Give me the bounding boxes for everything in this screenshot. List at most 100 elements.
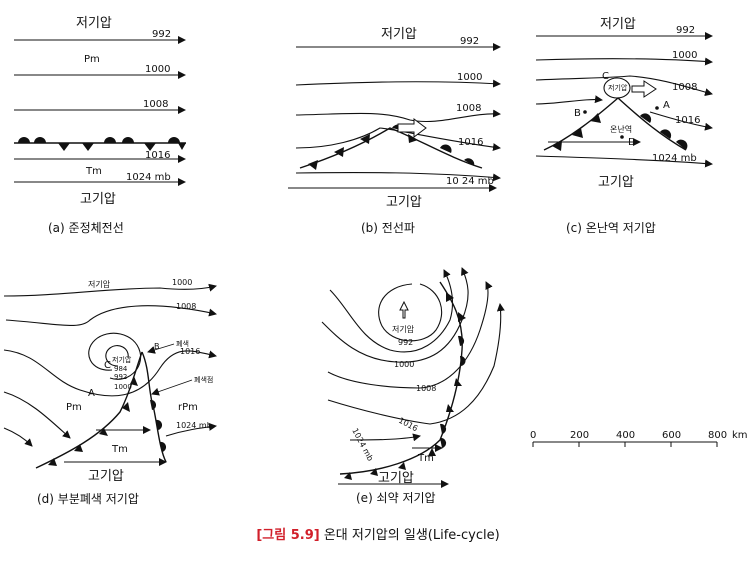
panel-b-cold-front-triangles bbox=[308, 134, 370, 170]
panel-e-occluded-front bbox=[339, 281, 463, 475]
panel-d-iso-label: 1000 bbox=[172, 278, 192, 287]
panel-c-iso-label: 1008 bbox=[672, 82, 697, 93]
panel-d-isobar-1008 bbox=[5, 305, 217, 327]
panel-b-movement-arrow bbox=[397, 118, 427, 138]
panel-c-center-label: 저기압 bbox=[608, 83, 628, 92]
panel-d-isobar-1024 bbox=[165, 422, 217, 437]
panel-e-iso-label: 1016 bbox=[397, 416, 419, 434]
panel-a-warm-front-semicircles bbox=[18, 137, 180, 143]
panel-e-spiral-contour bbox=[378, 283, 443, 342]
panel-c-point-b-dot bbox=[583, 110, 587, 114]
panel-a-air-pm: Pm bbox=[84, 54, 100, 65]
panel-b-iso-label: 1000 bbox=[457, 72, 482, 83]
panel-e-iso-label: 1024 mb bbox=[350, 427, 375, 463]
panel-d-low-label: 저기압 bbox=[88, 280, 111, 289]
panel-e-isobar-1024 bbox=[349, 433, 421, 442]
panel-c-point-a-dot bbox=[655, 106, 659, 110]
panel-d-point-a: A bbox=[88, 388, 95, 399]
panel-d-iso-label: 1008 bbox=[176, 302, 196, 311]
panel-b-high-label: 고기압 bbox=[386, 195, 422, 210]
panel-e-caption: (e) 쇠약 저기압 bbox=[356, 490, 436, 505]
panel-d-air-tm: Tm bbox=[111, 444, 128, 455]
panel-b-iso-label: 992 bbox=[460, 36, 479, 47]
figure-number: [그림 5.9] bbox=[256, 528, 320, 543]
panel-b: 저기압 992 1000 1008 1016 10 24 mb 고기압 (b) … bbox=[288, 27, 501, 235]
panel-c-point-d-dot bbox=[620, 135, 624, 139]
panel-d-spiral-contour bbox=[88, 332, 142, 380]
panel-e-isobar-1016 bbox=[327, 303, 505, 425]
panel-c: 저기압 992 1000 1008 저기압 C 1016 A B 온난역 D 1… bbox=[535, 17, 713, 235]
panel-d-warm-front-semicircles bbox=[150, 399, 167, 452]
panel-d-occlusion-point-label: 폐색점 bbox=[194, 375, 213, 384]
panel-a: 저기압 992 Pm 1000 1008 1016 Tm 1024 mb 고기압… bbox=[14, 16, 186, 235]
panel-a-iso-label: 992 bbox=[152, 29, 171, 40]
panel-b-iso-label: 1008 bbox=[456, 103, 481, 114]
panel-c-isobar-1016-left bbox=[535, 95, 603, 105]
panel-b-isobar-1024 bbox=[295, 171, 501, 182]
panel-c-point-c: C bbox=[602, 71, 609, 82]
panel-c-warm-front-semicircles bbox=[640, 113, 688, 150]
panel-d-point-c: C bbox=[104, 360, 111, 371]
panel-d-cold-front bbox=[35, 351, 143, 469]
panel-c-isobar-1024 bbox=[535, 155, 713, 168]
panel-e-isobar-1008 bbox=[327, 281, 493, 389]
panel-c-isobar-1008 bbox=[535, 75, 713, 97]
panel-b-caption: (b) 전선파 bbox=[361, 221, 415, 235]
panel-d-center-992: 992 bbox=[114, 373, 127, 381]
panel-e-air-tm: Tm bbox=[417, 453, 434, 464]
panel-a-air-tm: Tm bbox=[85, 166, 102, 177]
panel-d-occlusion-pointer bbox=[147, 343, 175, 354]
panel-d-isobar-1000 bbox=[3, 283, 217, 297]
panel-b-isobar-1000 bbox=[295, 79, 501, 88]
panel-d-point-b: B bbox=[154, 342, 160, 351]
panel-c-point-b: B bbox=[574, 108, 581, 119]
panel-b-isobar-1008 bbox=[295, 109, 501, 123]
panel-c-iso-label: 1000 bbox=[672, 50, 697, 61]
panel-c-isobar-1016-right bbox=[649, 111, 713, 131]
panel-c-warm-sector-label: 온난역 bbox=[610, 124, 632, 134]
panel-a-iso-label: 1016 bbox=[145, 150, 170, 161]
panel-a-iso-label: 1008 bbox=[143, 99, 168, 110]
panel-c-low-label: 저기압 bbox=[600, 17, 636, 32]
figure-caption-text: 온대 저기압의 일생(Life-cycle) bbox=[319, 528, 500, 543]
panel-b-isobar-1016 bbox=[295, 127, 501, 152]
panel-c-point-a: A bbox=[663, 100, 670, 111]
scale-tick-label: 800 bbox=[708, 430, 727, 441]
panel-d-spiral-inner bbox=[105, 345, 129, 367]
panel-b-cold-front-triangles bbox=[408, 134, 418, 143]
panel-b-warm-front-semicircles bbox=[440, 144, 475, 166]
scale-tick-label: 200 bbox=[570, 430, 589, 441]
panel-e-iso-label: 1008 bbox=[416, 384, 436, 393]
panel-d-isobar-lower-left bbox=[3, 391, 71, 439]
panel-c-high-label: 고기압 bbox=[598, 175, 634, 190]
panel-a-iso-label: 1000 bbox=[145, 64, 170, 75]
panel-c-isobar-1000 bbox=[535, 57, 713, 66]
panel-e-high-label: 고기압 bbox=[378, 471, 414, 486]
panel-c-movement-arrow bbox=[631, 80, 657, 98]
panel-a-cold-front-triangles bbox=[58, 143, 186, 151]
panel-d-isobar-1016 bbox=[3, 349, 217, 397]
panel-b-low-label: 저기압 bbox=[381, 27, 417, 42]
panel-d-center-label: 저기압 bbox=[112, 355, 132, 364]
scale-unit: km bbox=[732, 430, 748, 441]
panel-e-iso-label: 992 bbox=[398, 338, 413, 347]
panel-a-high-label: 고기압 bbox=[80, 192, 116, 207]
panel-d-iso-label: 1016 bbox=[180, 347, 200, 356]
panel-e-isobar-1000 bbox=[321, 267, 469, 363]
panel-e-low-label: 저기압 bbox=[392, 325, 415, 334]
panel-a-iso-label: 1024 mb bbox=[126, 172, 171, 183]
panel-c-cold-front-triangles bbox=[552, 113, 601, 151]
scale-bar: 0 200 400 600 800 km bbox=[530, 430, 748, 447]
panel-d-air-pm: Pm bbox=[66, 402, 82, 413]
scale-tick-label: 600 bbox=[662, 430, 681, 441]
panel-d: 저기압 1000 1008 C 저기압 984 992 1000 1016 B … bbox=[3, 278, 217, 506]
panel-e-movement-arrow bbox=[399, 300, 409, 319]
scale-tick-label: 0 bbox=[530, 430, 536, 441]
panel-d-occlusion-label: 폐색 bbox=[176, 339, 189, 348]
panel-d-air-rpm: rPm bbox=[178, 402, 198, 413]
panel-c-iso-label: 1016 bbox=[675, 115, 700, 126]
panel-d-isobar-bottom-left bbox=[3, 427, 33, 447]
panel-e-isobar-992 bbox=[329, 269, 453, 353]
panel-c-iso-label: 992 bbox=[676, 25, 695, 36]
